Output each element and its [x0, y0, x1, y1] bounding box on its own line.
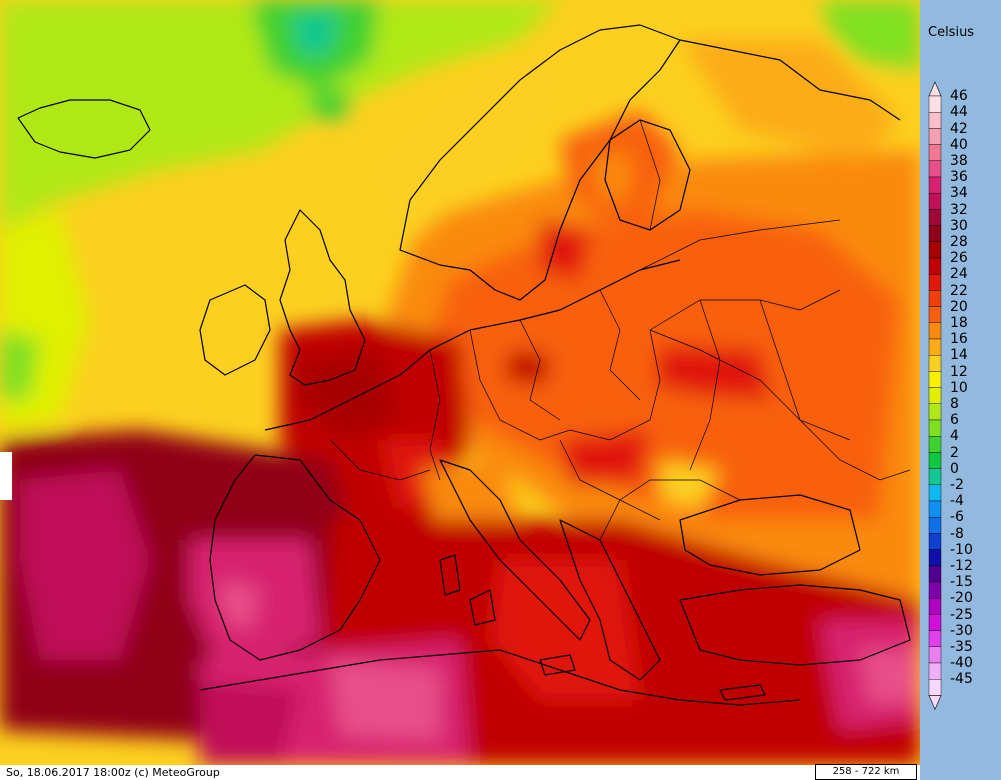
legend-swatch — [928, 452, 942, 469]
legend-swatch — [928, 517, 942, 534]
legend-label: 34 — [950, 185, 968, 202]
legend-swatch — [928, 549, 942, 566]
legend-label: 30 — [950, 217, 968, 234]
legend-swatch — [928, 662, 942, 680]
legend-swatch — [928, 630, 942, 647]
legend-swatch — [928, 225, 942, 243]
legend-label: -10 — [950, 541, 973, 558]
legend-swatch — [928, 387, 942, 405]
legend-swatch — [928, 338, 942, 356]
legend-label: -6 — [950, 509, 964, 526]
legend-label: -4 — [950, 493, 964, 510]
legend-label: 16 — [950, 331, 968, 348]
scale-indicator: 258 - 722 km — [815, 764, 917, 780]
legend-swatch — [928, 144, 942, 162]
temperature-field — [0, 0, 920, 765]
legend-swatch — [928, 241, 942, 259]
coastlines-and-borders — [17, 24, 911, 706]
legend-swatch — [928, 614, 942, 631]
legend-color-bar — [928, 81, 942, 711]
legend-swatch — [928, 355, 942, 372]
legend-label: -15 — [950, 574, 973, 591]
legend-label: 28 — [950, 233, 968, 250]
legend-label: -20 — [950, 590, 973, 607]
legend-arrow-bottom — [928, 695, 942, 711]
legend-label: -8 — [950, 525, 964, 542]
legend-label: 46 — [950, 88, 968, 105]
legend-label: 12 — [950, 363, 968, 380]
temperature-map — [0, 0, 920, 765]
legend-label: 4 — [950, 428, 959, 445]
legend-label: -30 — [950, 622, 973, 639]
legend-swatch — [928, 192, 942, 210]
legend-swatch — [928, 598, 942, 615]
legend-label: 40 — [950, 136, 968, 153]
legend-label: -25 — [950, 606, 973, 623]
legend-label: -40 — [950, 655, 973, 672]
legend-label: -2 — [950, 476, 964, 493]
legend-swatch — [928, 274, 942, 291]
legend-swatch — [928, 581, 942, 599]
legend-swatch — [928, 176, 942, 194]
legend-swatch — [928, 565, 942, 583]
legend-swatch — [928, 403, 942, 421]
country-borders — [329, 119, 911, 541]
legend-label: 22 — [950, 282, 968, 299]
legend-swatch — [928, 95, 942, 113]
legend-swatch — [928, 679, 942, 696]
legend-swatch — [928, 500, 942, 518]
legend-swatch — [928, 306, 942, 324]
legend-label: 2 — [950, 444, 959, 461]
legend-swatch — [928, 371, 942, 388]
legend-swatch — [928, 160, 942, 178]
legend-swatch — [928, 322, 942, 340]
legend-swatch — [928, 419, 942, 437]
legend-swatch — [928, 646, 942, 664]
legend-label: 32 — [950, 201, 968, 218]
legend-label: 38 — [950, 152, 968, 169]
edge-marker — [0, 452, 12, 500]
legend-swatch — [928, 111, 942, 129]
legend-label: 20 — [950, 298, 968, 315]
legend-swatch — [928, 468, 942, 486]
temperature-legend: Celsius 46 44 42 40 38 36 34 32 30 28 26 24 22 20 18 16… — [920, 0, 1001, 780]
legend-label: 14 — [950, 347, 968, 364]
legend-arrow-top — [928, 81, 942, 97]
legend-label: 42 — [950, 120, 968, 137]
legend-label: 6 — [950, 412, 959, 429]
legend-label: 44 — [950, 104, 968, 121]
legend-label: -12 — [950, 557, 973, 574]
legend-label: -45 — [950, 671, 973, 688]
legend-swatch — [928, 484, 942, 502]
legend-label: 0 — [950, 460, 959, 477]
legend-label: 18 — [950, 314, 968, 331]
legend-unit-label: Celsius — [928, 25, 975, 40]
map-footer: So, 18.06.2017 18:00z (c) MeteoGroup — [0, 765, 920, 780]
legend-label: 26 — [950, 250, 968, 267]
legend-label: -35 — [950, 638, 973, 655]
legend-swatch — [928, 209, 942, 226]
legend-label: 36 — [950, 169, 968, 186]
legend-swatch — [928, 533, 942, 550]
legend-swatch — [928, 290, 942, 307]
legend-swatch — [928, 436, 942, 453]
legend-label: 24 — [950, 266, 968, 283]
map-canvas — [0, 0, 920, 765]
timestamp-credit: So, 18.06.2017 18:00z (c) MeteoGroup — [6, 766, 220, 779]
legend-swatch — [928, 257, 942, 275]
legend-label: 8 — [950, 395, 959, 412]
legend-label: 10 — [950, 379, 968, 396]
legend-swatch — [928, 128, 942, 145]
